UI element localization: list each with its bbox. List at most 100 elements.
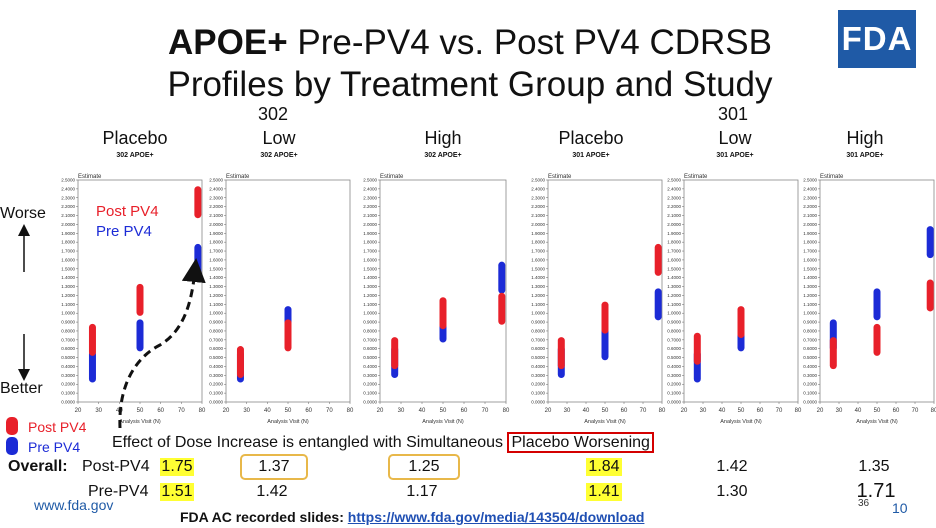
post-pv4-point bbox=[439, 297, 447, 330]
y-tick-label: 1.9000 bbox=[61, 231, 75, 236]
y-tick-label: 0.2000 bbox=[209, 382, 223, 387]
y-tick-label: 2.2000 bbox=[803, 204, 817, 209]
group-subheader: 301 APOE+ bbox=[846, 152, 884, 159]
x-tick-label: 20 bbox=[223, 408, 230, 414]
x-tick-label: 50 bbox=[137, 408, 144, 414]
y-tick-label: 0.1000 bbox=[667, 391, 681, 396]
placebo-worsening-box: Placebo Worsening bbox=[507, 432, 654, 453]
y-tick-label: 1.0000 bbox=[209, 311, 223, 316]
post-pv4-point bbox=[391, 337, 399, 370]
y-axis-label: Estimate bbox=[684, 174, 708, 180]
y-tick-label: 2.5000 bbox=[667, 178, 681, 183]
y-tick-label: 2.5000 bbox=[209, 178, 223, 183]
x-tick-label: 50 bbox=[874, 408, 881, 414]
y-tick-label: 0.9000 bbox=[531, 320, 545, 325]
y-tick-label: 0.8000 bbox=[531, 328, 545, 333]
y-tick-label: 0.8000 bbox=[803, 328, 817, 333]
y-axis-label: Estimate bbox=[226, 174, 250, 180]
x-tick-label: 20 bbox=[545, 408, 552, 414]
y-tick-label: 1.2000 bbox=[61, 293, 75, 298]
y-tick-label: 1.2000 bbox=[531, 293, 545, 298]
x-tick-label: 70 bbox=[482, 408, 489, 414]
x-tick-label: 20 bbox=[681, 408, 688, 414]
study-302-label: 302 bbox=[258, 104, 289, 124]
pre-pv4-point bbox=[136, 319, 144, 352]
y-tick-label: 1.2000 bbox=[667, 293, 681, 298]
y-tick-label: 1.7000 bbox=[61, 249, 75, 254]
post-value-high-301: 1.35 bbox=[858, 458, 890, 475]
legend-post-label: Post PV4 bbox=[96, 203, 159, 220]
y-tick-label: 0.0000 bbox=[209, 400, 223, 405]
y-tick-label: 1.5000 bbox=[209, 266, 223, 271]
group-subheader: 302 APOE+ bbox=[260, 152, 298, 159]
post-pv4-row-label: Post-PV4 bbox=[82, 458, 150, 475]
x-axis-label: Analysis Visit (N) bbox=[119, 419, 161, 425]
post-pv4-point bbox=[737, 306, 745, 339]
post-pv4-point bbox=[284, 319, 292, 352]
group-subheader: 302 APOE+ bbox=[424, 152, 462, 159]
chart-panel: 0.0000 0.1000 0.2000 0.3000 0.4000 0.5000 0.60… bbox=[61, 174, 206, 425]
group-subheader: 302 APOE+ bbox=[116, 152, 154, 159]
y-axis-label: Estimate bbox=[820, 174, 844, 180]
y-tick-label: 0.2000 bbox=[61, 382, 75, 387]
y-tick-label: 1.2000 bbox=[209, 293, 223, 298]
footer-label: FDA AC recorded slides: bbox=[180, 509, 348, 525]
post-pv4-legend-icon bbox=[6, 417, 18, 435]
y-tick-label: 1.3000 bbox=[209, 284, 223, 289]
fda-url[interactable]: www.fda.gov bbox=[34, 497, 114, 513]
x-tick-label: 30 bbox=[95, 408, 102, 414]
y-tick-label: 0.5000 bbox=[667, 355, 681, 360]
chart-panel: 0.0000 0.1000 0.2000 0.3000 0.4000 0.5000 0.60… bbox=[363, 174, 510, 425]
y-tick-label: 2.3000 bbox=[531, 195, 545, 200]
y-tick-label: 2.4000 bbox=[363, 186, 377, 191]
y-tick-label: 2.4000 bbox=[61, 186, 75, 191]
y-tick-label: 0.7000 bbox=[803, 337, 817, 342]
y-tick-label: 1.1000 bbox=[667, 302, 681, 307]
y-tick-label: 1.5000 bbox=[363, 266, 377, 271]
y-tick-label: 0.7000 bbox=[209, 337, 223, 342]
x-tick-label: 60 bbox=[461, 408, 468, 414]
y-tick-label: 2.3000 bbox=[363, 195, 377, 200]
effect-caption: Effect of Dose Increase is entangled wit… bbox=[112, 432, 654, 453]
pre-pv4-point bbox=[926, 226, 934, 259]
y-tick-label: 0.2000 bbox=[803, 382, 817, 387]
legend-pre: Pre PV4 bbox=[96, 223, 152, 240]
y-tick-label: 2.1000 bbox=[667, 213, 681, 218]
y-tick-label: 1.3000 bbox=[363, 284, 377, 289]
y-tick-label: 1.6000 bbox=[363, 257, 377, 262]
y-tick-label: 1.4000 bbox=[363, 275, 377, 280]
y-tick-label: 0.1000 bbox=[61, 391, 75, 396]
y-tick-label: 0.8000 bbox=[61, 328, 75, 333]
y-tick-label: 0.3000 bbox=[531, 373, 545, 378]
footer-link[interactable]: https://www.fda.gov/media/143504/downloa… bbox=[347, 509, 645, 525]
title-bold: APOE+ bbox=[168, 23, 288, 62]
plot-frame bbox=[547, 179, 663, 403]
y-tick-label: 0.1000 bbox=[363, 391, 377, 396]
y-tick-label: 0.1000 bbox=[803, 391, 817, 396]
y-tick-label: 1.5000 bbox=[803, 266, 817, 271]
group-subheader: 301 APOE+ bbox=[572, 152, 610, 159]
y-tick-label: 1.8000 bbox=[667, 240, 681, 245]
y-tick-label: 2.3000 bbox=[803, 195, 817, 200]
y-tick-label: 1.4000 bbox=[667, 275, 681, 280]
y-tick-label: 0.5000 bbox=[363, 355, 377, 360]
group-header: Low bbox=[262, 128, 296, 148]
y-tick-label: 0.0000 bbox=[667, 400, 681, 405]
x-tick-label: 30 bbox=[836, 408, 843, 414]
worse-label: Worse bbox=[0, 205, 46, 222]
x-tick-label: 20 bbox=[817, 408, 824, 414]
x-axis-label: Analysis Visit (N) bbox=[267, 419, 309, 425]
x-tick-label: 50 bbox=[285, 408, 292, 414]
y-tick-label: 1.4000 bbox=[61, 275, 75, 280]
slide-title: APOE+ Pre-PV4 vs. Post PV4 CDRSB Profile… bbox=[90, 22, 850, 106]
title-rest: Pre-PV4 vs. Post PV4 CDRSB bbox=[287, 23, 772, 62]
y-tick-label: 2.2000 bbox=[531, 204, 545, 209]
plot-frame bbox=[225, 179, 351, 403]
y-axis-label: Estimate bbox=[548, 174, 572, 180]
x-axis-label: Analysis Visit (N) bbox=[720, 419, 762, 425]
y-tick-label: 1.8000 bbox=[531, 240, 545, 245]
post-pv4-point bbox=[136, 283, 144, 316]
post-pv4-point bbox=[654, 243, 662, 276]
y-tick-label: 0.5000 bbox=[803, 355, 817, 360]
